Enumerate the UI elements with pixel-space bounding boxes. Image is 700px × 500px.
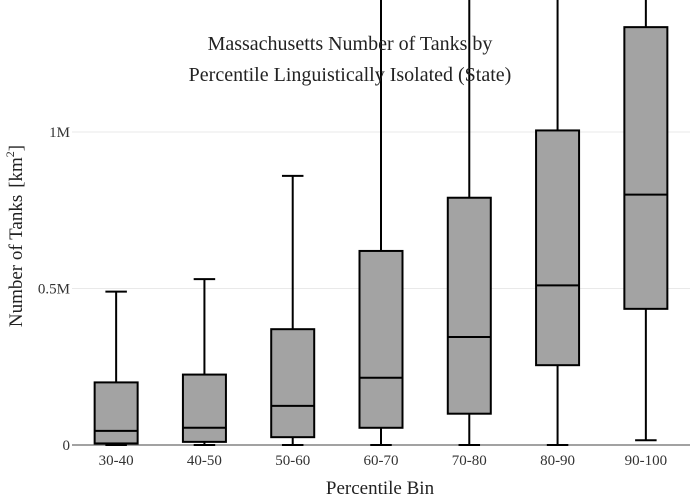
- chart-title-line-1: Massachusetts Number of Tanks by: [208, 33, 493, 55]
- iqr-box: [181, 373, 227, 443]
- iqr-box: [358, 249, 404, 429]
- iqr-box: [623, 26, 669, 310]
- box-50-60: [270, 174, 316, 446]
- boxes: [93, 0, 669, 446]
- box-60-70: [358, 0, 404, 446]
- x-tick-label: 30-40: [99, 453, 134, 469]
- iqr-box: [93, 381, 139, 445]
- y-tick-labels: 00.5M1M1.5M2M2.5M: [38, 125, 71, 454]
- box-90-100: [623, 0, 669, 442]
- y-axis-unit-suffix: ]: [6, 145, 27, 151]
- iqr-box: [535, 129, 581, 367]
- x-tick-label: 80-90: [540, 453, 575, 469]
- iqr-box: [446, 196, 492, 415]
- y-tick-label: 1M: [49, 125, 70, 141]
- box-80-90: [535, 0, 581, 446]
- box-30-40: [93, 290, 139, 446]
- x-tick-labels: 30-40 40-50 50-60 60-70 70-80 80-90 90-100: [99, 453, 667, 469]
- chart-title-line-2: Percentile Linguistically Isolated (Stat…: [189, 64, 512, 86]
- x-tick-label: 50-60: [275, 453, 310, 469]
- iqr-box: [270, 328, 316, 439]
- box-70-80: [446, 0, 492, 446]
- x-tick-label: 90-100: [625, 453, 668, 469]
- x-axis-title: Percentile Bin: [326, 478, 435, 499]
- y-axis-unit-prefix: [km: [6, 157, 27, 188]
- y-tick-label: 0.5M: [38, 282, 70, 298]
- y-axis-title-text: Number of Tanks: [6, 195, 27, 327]
- box-40-50: [181, 278, 227, 446]
- x-tick-label: 70-80: [452, 453, 487, 469]
- y-tick-label: 0: [63, 438, 71, 454]
- x-tick-label: 60-70: [364, 453, 399, 469]
- y-axis-unit-superscript: 2: [3, 151, 17, 157]
- x-tick-label: 40-50: [187, 453, 222, 469]
- y-axis-title: Number of Tanks [km2]: [3, 145, 27, 327]
